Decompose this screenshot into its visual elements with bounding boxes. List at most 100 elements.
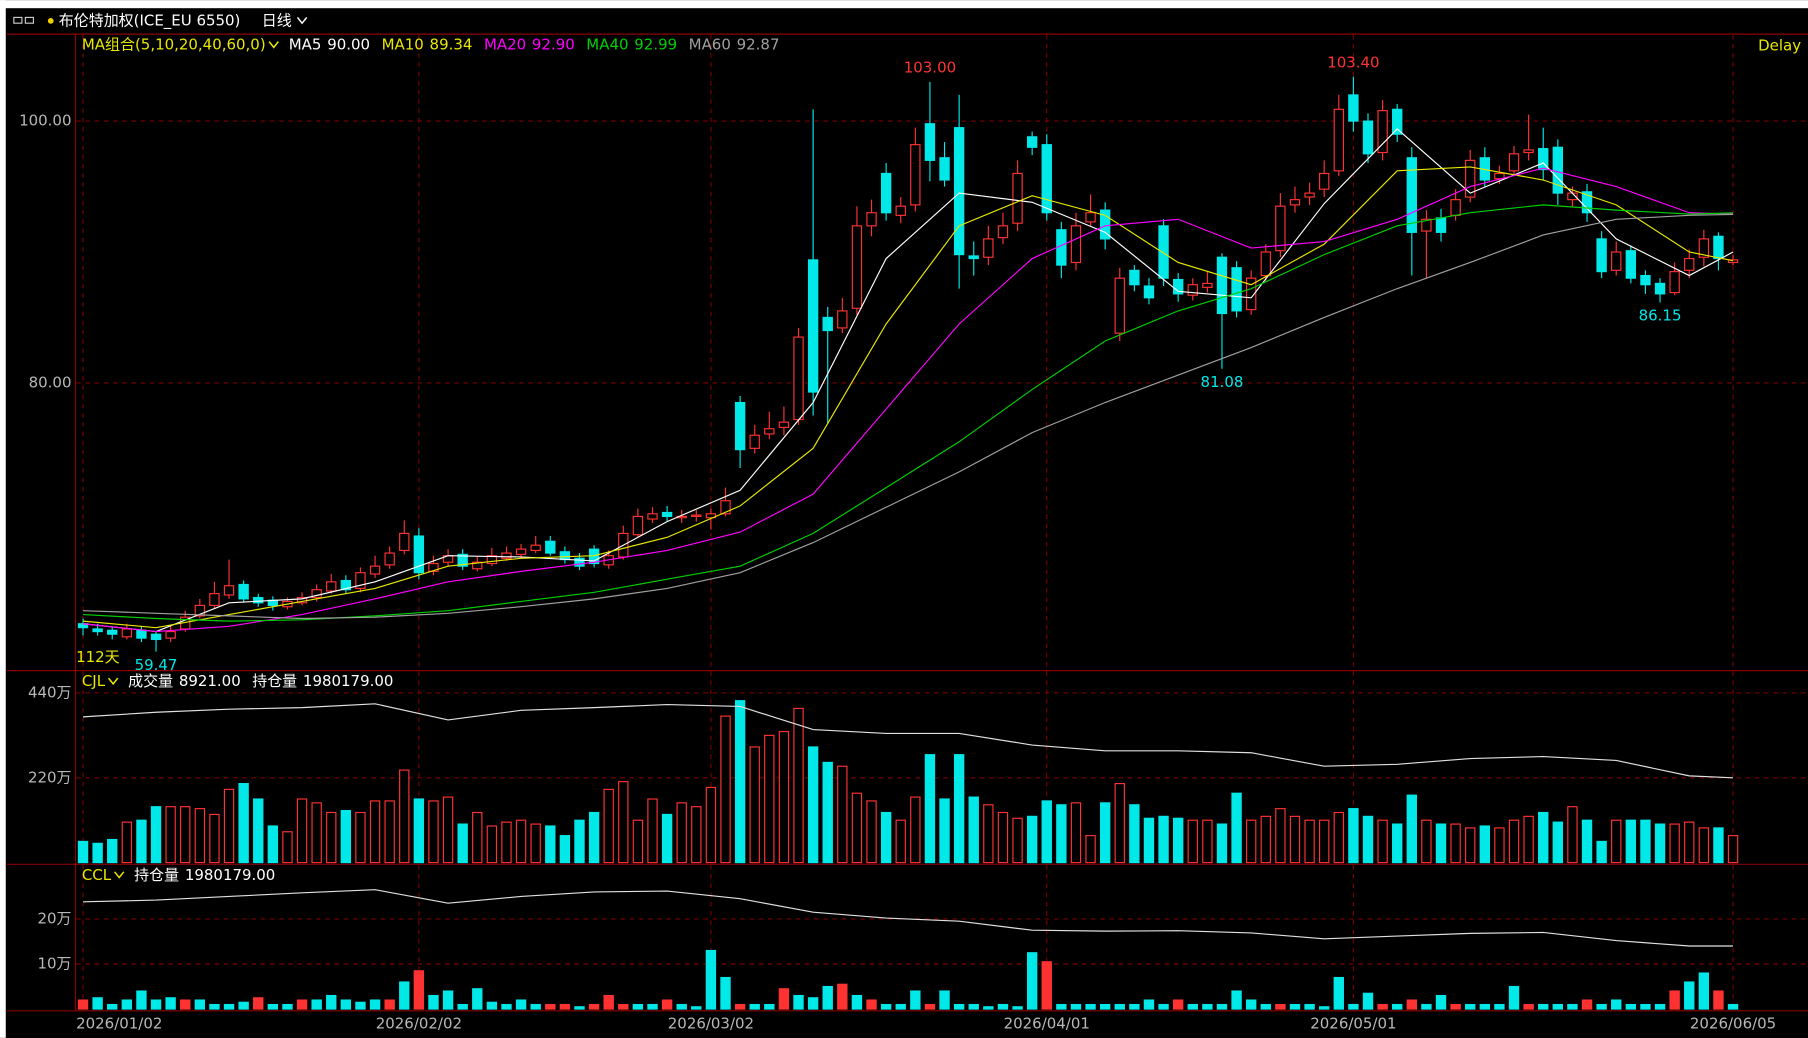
- candle-body: [1216, 256, 1228, 315]
- bar: [574, 1006, 585, 1010]
- bar: [1289, 815, 1301, 864]
- bar: [778, 730, 790, 864]
- candle-body: [457, 553, 468, 567]
- bar: [1026, 815, 1038, 864]
- legend-value: 89.34: [430, 36, 473, 54]
- candle-body: [1172, 278, 1184, 295]
- instrument-title[interactable]: 布伦特加权(ICE_EU 6550): [59, 11, 241, 30]
- header-bar: 布伦特加权(ICE_EU 6550) 日线: [13, 11, 308, 30]
- bar: [194, 808, 206, 864]
- bar: [880, 1003, 892, 1010]
- dropdown-chevron[interactable]: [113, 871, 125, 879]
- bar: [267, 1003, 279, 1010]
- dropdown-chevron[interactable]: [296, 16, 308, 25]
- bar: [749, 1003, 760, 1010]
- bar: [1523, 815, 1534, 864]
- bar: [1625, 1003, 1637, 1010]
- candle-body: [413, 535, 425, 574]
- price-annotation: 59.47: [135, 656, 178, 674]
- candle-body: [837, 310, 848, 329]
- bar: [1494, 827, 1505, 864]
- bar: [180, 806, 191, 864]
- bar: [180, 999, 191, 1010]
- bar: [822, 985, 833, 1010]
- bar: [924, 754, 936, 864]
- indicator-selector: MA组合(5,10,20,40,60,0): [82, 36, 266, 54]
- bar: [1114, 783, 1125, 864]
- bar: [457, 823, 468, 864]
- bar: [1596, 1003, 1607, 1010]
- candle-body: [734, 401, 746, 451]
- bar: [734, 1003, 746, 1010]
- candle-body: [209, 593, 220, 606]
- indicator-selector: CCL: [82, 866, 112, 884]
- bar: [1245, 999, 1257, 1010]
- bar: [880, 811, 892, 864]
- candle-body: [428, 562, 439, 572]
- bar: [311, 802, 322, 864]
- dropdown-chevron[interactable]: [107, 677, 119, 686]
- period-selector[interactable]: 日线: [262, 11, 292, 29]
- candle-body: [880, 172, 892, 214]
- bar: [1611, 819, 1622, 864]
- candle-body: [1114, 277, 1125, 334]
- y-tick-label: 220万: [28, 768, 72, 786]
- legend-value: 1980179.00: [303, 672, 393, 690]
- bar: [428, 994, 439, 1010]
- candle-body: [953, 127, 965, 256]
- bar: [1304, 1003, 1315, 1010]
- bar: [676, 802, 687, 864]
- candle-body: [1377, 110, 1388, 154]
- dropdown-chevron[interactable]: [268, 41, 279, 49]
- bar: [1654, 823, 1666, 864]
- legend-name: 持仓量: [134, 866, 179, 884]
- bar: [851, 994, 863, 1010]
- candle-body: [1625, 250, 1637, 279]
- window-top-edge: [0, 0, 1808, 9]
- bar: [1041, 961, 1052, 1010]
- bar: [1625, 819, 1637, 864]
- link-icon[interactable]: [13, 16, 23, 24]
- bar: [442, 990, 454, 1010]
- candle-body: [107, 629, 118, 635]
- candle-body: [1435, 217, 1447, 233]
- bar: [399, 981, 410, 1010]
- bar: [1435, 823, 1447, 864]
- candle-body: [472, 561, 483, 570]
- candle-body: [720, 500, 731, 515]
- bar: [1713, 827, 1724, 864]
- candle-body: [632, 515, 644, 536]
- bar: [267, 825, 279, 864]
- bar: [1085, 1003, 1096, 1010]
- bar: [457, 1003, 468, 1010]
- bar: [1143, 817, 1155, 864]
- bar: [691, 806, 702, 864]
- candle-body: [194, 604, 206, 617]
- bar: [472, 988, 483, 1010]
- bar: [764, 1003, 775, 1010]
- bar: [1421, 1003, 1432, 1010]
- candle-body: [997, 225, 1009, 239]
- status-dot: [47, 17, 54, 24]
- bar: [121, 821, 133, 864]
- candle-body: [968, 255, 979, 260]
- candle-body: [1202, 282, 1213, 288]
- bar: [807, 746, 819, 864]
- candle-body: [150, 633, 162, 641]
- bar: [1552, 821, 1564, 864]
- bar: [1216, 1003, 1228, 1010]
- bar: [1713, 990, 1724, 1010]
- candle-body: [691, 514, 702, 517]
- bar: [676, 1003, 687, 1010]
- bar: [413, 798, 425, 864]
- bar: [545, 1003, 556, 1010]
- candle-body: [326, 581, 337, 592]
- price-annotation: 86.15: [1639, 307, 1682, 325]
- candle-body: [1070, 225, 1082, 264]
- bar: [1479, 825, 1491, 864]
- link-icon[interactable]: [24, 16, 35, 24]
- legend-name: 成交量: [128, 672, 173, 690]
- y-tick-label: 100.00: [19, 112, 71, 130]
- bar: [1202, 1003, 1213, 1010]
- bar: [953, 1003, 965, 1010]
